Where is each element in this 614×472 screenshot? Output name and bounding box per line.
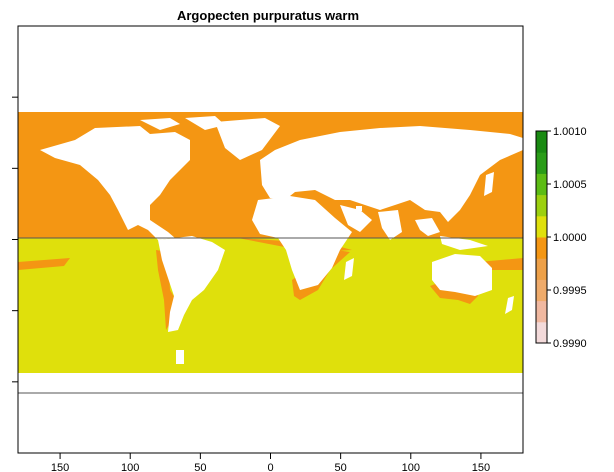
x-tick-label: 100 [121, 462, 139, 472]
legend-swatch [536, 321, 547, 344]
legend-swatch [536, 279, 547, 302]
legend-swatch [536, 194, 547, 217]
legend-swatch [536, 215, 547, 238]
color-legend: 1.0010 1.0005 1.0000 0.9995 0.9990 [535, 126, 587, 350]
y-axis [12, 96, 18, 383]
legend-swatch [536, 152, 547, 174]
legend-colorbar [536, 131, 547, 344]
legend-swatch [536, 258, 547, 280]
x-tick-label: 150 [472, 462, 490, 472]
legend-swatch [536, 131, 547, 153]
legend-tick-label: 1.0000 [553, 232, 587, 244]
x-tick-label: 50 [194, 462, 206, 472]
legend-swatch [536, 173, 547, 196]
legend-tick-label: 1.0005 [553, 179, 587, 191]
x-axis: 150 100 50 0 50 100 150 [51, 453, 490, 472]
legend-tick-label: 1.0010 [553, 126, 587, 138]
legend-swatch [536, 300, 547, 323]
x-tick-label: 50 [335, 462, 347, 472]
land-masses [18, 116, 523, 453]
map-title: Argopecten purpuratus warm [177, 8, 359, 23]
legend-swatch [536, 237, 547, 259]
legend-tick-label: 0.9995 [553, 285, 587, 297]
x-tick-label: 150 [51, 462, 69, 472]
x-tick-label: 100 [402, 462, 420, 472]
legend-tick-label: 0.9990 [553, 338, 587, 350]
x-tick-label: 0 [267, 462, 273, 472]
